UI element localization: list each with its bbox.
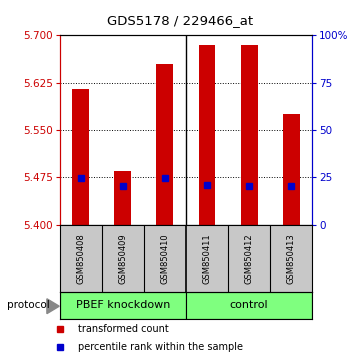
Text: protocol: protocol bbox=[7, 300, 50, 310]
Text: GSM850409: GSM850409 bbox=[118, 233, 127, 284]
Text: GSM850410: GSM850410 bbox=[160, 233, 169, 284]
Bar bbox=[156, 64, 173, 225]
Bar bbox=[114, 171, 131, 225]
Text: GDS5178 / 229466_at: GDS5178 / 229466_at bbox=[108, 14, 253, 27]
Bar bbox=[72, 89, 89, 225]
Bar bbox=[199, 45, 216, 225]
Text: GSM850411: GSM850411 bbox=[203, 233, 212, 284]
Bar bbox=[241, 45, 257, 225]
Text: control: control bbox=[230, 300, 268, 310]
Text: transformed count: transformed count bbox=[78, 324, 169, 334]
Bar bbox=[60, 292, 186, 319]
Bar bbox=[186, 292, 312, 319]
Text: PBEF knockdown: PBEF knockdown bbox=[75, 300, 170, 310]
Polygon shape bbox=[47, 299, 59, 314]
Text: GSM850408: GSM850408 bbox=[76, 233, 85, 284]
Text: GSM850413: GSM850413 bbox=[287, 233, 296, 284]
Text: percentile rank within the sample: percentile rank within the sample bbox=[78, 342, 243, 352]
Text: GSM850412: GSM850412 bbox=[245, 233, 253, 284]
Bar bbox=[283, 114, 300, 225]
